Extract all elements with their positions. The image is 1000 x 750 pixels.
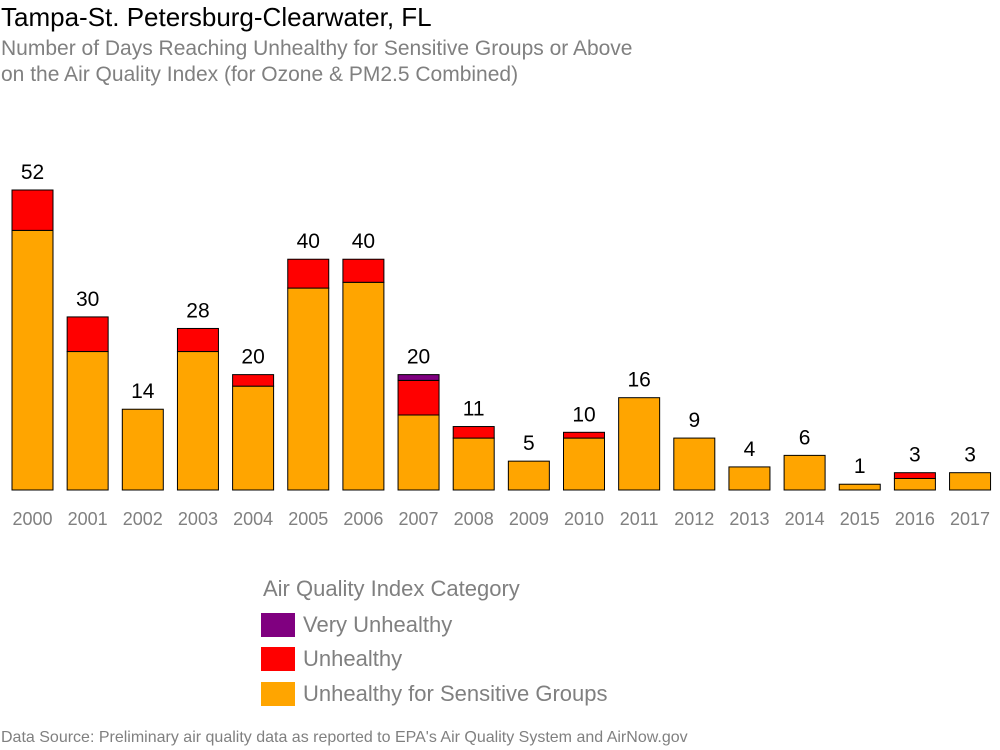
- bar-segment-unhealthy-for-sensitive-groups-year-2017: [949, 472, 992, 491]
- chart-title: Tampa-St. Petersburg-Clearwater, FL: [1, 2, 432, 32]
- bar-segment-unhealthy-for-sensitive-groups-year-2007: [397, 414, 440, 491]
- bar-segment-unhealthy-year-2007: [397, 379, 440, 416]
- x-tick-label-year-2010: 2010: [564, 509, 604, 529]
- legend-title: Air Quality Index Category: [263, 576, 520, 601]
- bar-segment-unhealthy-for-sensitive-groups-year-2014: [783, 454, 826, 491]
- chart-subtitle-line-1: Number of Days Reaching Unhealthy for Se…: [1, 37, 633, 60]
- x-tick-label-year-2003: 2003: [178, 509, 218, 529]
- bar-segment-unhealthy-for-sensitive-groups-year-2012: [673, 437, 716, 491]
- x-tick-label-year-2011: 2011: [620, 509, 659, 529]
- bar-chart: 5220003020011420022820032020044020054020…: [11, 161, 992, 529]
- x-tick-label-year-2005: 2005: [288, 509, 328, 529]
- x-tick-label-year-2008: 2008: [454, 509, 494, 529]
- bar-segment-unhealthy-for-sensitive-groups-year-2013: [728, 466, 771, 491]
- bar-segment-unhealthy-for-sensitive-groups-year-2000: [11, 229, 54, 491]
- x-tick-label-year-2013: 2013: [729, 509, 769, 529]
- data-label-year-2013: 4: [744, 438, 756, 461]
- data-label-year-2012: 9: [688, 409, 700, 432]
- data-label-year-2005: 40: [297, 230, 320, 253]
- data-label-year-2006: 40: [352, 230, 375, 253]
- bar-segment-unhealthy-for-sensitive-groups-year-2010: [563, 437, 605, 491]
- bar-segment-unhealthy-for-sensitive-groups-year-2004: [232, 385, 275, 491]
- bar-segment-unhealthy-for-sensitive-groups-year-2009: [507, 460, 550, 491]
- legend-swatch-unhealthy: [261, 647, 295, 671]
- bar-segment-unhealthy-for-sensitive-groups-year-2008: [452, 437, 495, 491]
- x-tick-label-year-2006: 2006: [343, 509, 383, 529]
- legend-label-very-unhealthy: Very Unhealthy: [303, 612, 453, 637]
- bar-segment-unhealthy-year-2008: [452, 426, 495, 439]
- bar-segment-unhealthy-for-sensitive-groups-year-2005: [287, 287, 330, 491]
- bar-segment-unhealthy-for-sensitive-groups-year-2002: [121, 408, 164, 491]
- data-label-year-2017: 3: [964, 444, 976, 467]
- x-tick-label-year-2016: 2016: [895, 509, 935, 529]
- bar-segment-unhealthy-year-2003: [176, 327, 219, 353]
- data-label-year-2015: 1: [854, 455, 866, 478]
- data-label-year-2014: 6: [799, 426, 811, 449]
- bar-segment-unhealthy-year-2010: [563, 431, 605, 439]
- legend-label-unhealthy: Unhealthy: [303, 646, 403, 671]
- chart-subtitle-line-2: on the Air Quality Index (for Ozone & PM…: [1, 63, 519, 86]
- legend-item-unhealthy: Unhealthy: [261, 646, 403, 671]
- x-tick-label-year-2000: 2000: [12, 509, 52, 529]
- x-tick-label-year-2012: 2012: [674, 509, 714, 529]
- legend-label-unhealthy-sensitive: Unhealthy for Sensitive Groups: [303, 681, 608, 706]
- bar-segment-unhealthy-for-sensitive-groups-year-2011: [618, 397, 661, 491]
- legend-item-very-unhealthy: Very Unhealthy: [261, 612, 453, 637]
- bar-segment-unhealthy-year-2016: [893, 472, 936, 479]
- data-source-note: Data Source: Preliminary air quality dat…: [1, 729, 688, 746]
- data-label-year-2003: 28: [186, 299, 209, 322]
- x-tick-label-year-2002: 2002: [123, 509, 163, 529]
- data-label-year-2011: 16: [627, 369, 650, 392]
- data-label-year-2016: 3: [909, 444, 921, 467]
- x-tick-label-year-2014: 2014: [785, 509, 825, 529]
- bar-segment-unhealthy-for-sensitive-groups-year-2006: [342, 281, 385, 491]
- data-label-year-2002: 14: [131, 380, 155, 403]
- x-tick-label-year-2015: 2015: [840, 509, 880, 529]
- legend-item-unhealthy-sensitive: Unhealthy for Sensitive Groups: [261, 681, 608, 706]
- bar-segment-unhealthy-year-2005: [287, 258, 330, 289]
- bar-segment-unhealthy-for-sensitive-groups-year-2003: [176, 351, 219, 491]
- data-label-year-2004: 20: [241, 346, 264, 369]
- legend-swatch-very-unhealthy: [261, 613, 295, 637]
- bar-segment-very-unhealthy-year-2007: [397, 374, 440, 381]
- x-tick-label-year-2009: 2009: [509, 509, 549, 529]
- data-label-year-2007: 20: [407, 346, 430, 369]
- x-tick-label-year-2007: 2007: [399, 509, 439, 529]
- bar-segment-unhealthy-for-sensitive-groups-year-2016: [893, 477, 936, 491]
- data-label-year-2009: 5: [523, 432, 535, 455]
- x-tick-label-year-2001: 2001: [68, 509, 108, 529]
- data-label-year-2000: 52: [21, 161, 44, 184]
- bar-segment-unhealthy-year-2004: [232, 374, 275, 387]
- data-label-year-2010: 10: [572, 403, 595, 426]
- x-tick-label-year-2004: 2004: [233, 509, 273, 529]
- bar-segment-unhealthy-year-2001: [66, 316, 109, 353]
- bar-segment-unhealthy-for-sensitive-groups-year-2015: [838, 483, 881, 491]
- x-tick-label-year-2017: 2017: [950, 509, 990, 529]
- data-label-year-2001: 30: [76, 288, 99, 311]
- bar-segment-unhealthy-year-2006: [342, 258, 385, 283]
- data-label-year-2008: 11: [463, 398, 485, 421]
- bar-segment-unhealthy-for-sensitive-groups-year-2001: [66, 351, 109, 491]
- bar-segment-unhealthy-year-2000: [11, 189, 54, 231]
- legend-swatch-unhealthy-sensitive: [261, 682, 295, 706]
